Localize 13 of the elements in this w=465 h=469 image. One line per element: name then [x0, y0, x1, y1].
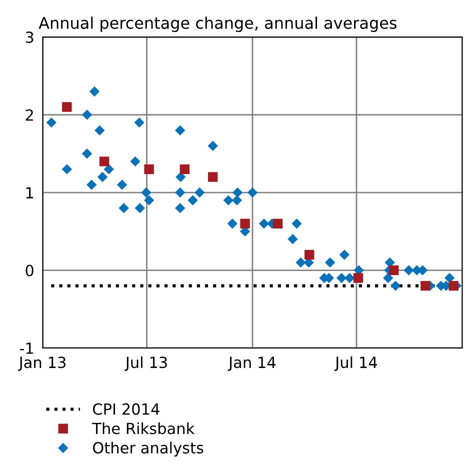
- legend-label: The Riksbank: [92, 422, 195, 434]
- y-tick-label: 0: [26, 264, 34, 276]
- y-tick-label: 2: [26, 109, 33, 121]
- legend-label: CPI 2014: [92, 403, 160, 415]
- chart-title: Annual percentage change, annual averages: [38, 16, 396, 32]
- x-tick-label: Jul 13: [124, 356, 167, 371]
- x-tick-label: Jul 14: [334, 356, 377, 371]
- x-tick-label: Jan 13: [18, 356, 66, 371]
- legend-label: Other analysts: [92, 442, 204, 457]
- x-tick-label: Jan 14: [228, 356, 276, 371]
- y-tick-label: 1: [26, 187, 34, 198]
- y-tick-label: -1: [20, 342, 34, 354]
- y-tick-label: 3: [26, 32, 34, 44]
